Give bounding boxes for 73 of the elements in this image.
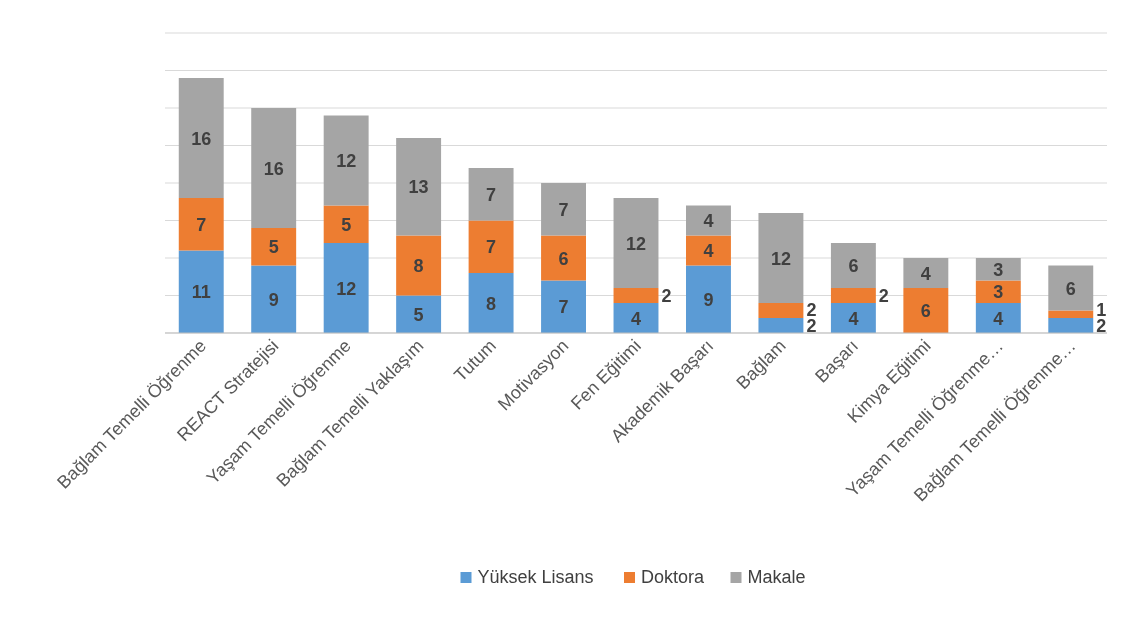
bar [323,243,369,333]
bar [396,138,442,236]
legend-label: Makale [747,567,806,587]
data-label: 7 [486,237,497,258]
data-label: 6 [558,248,569,269]
bar [251,108,297,228]
bar [323,205,369,243]
bar [758,303,804,318]
data-label: 4 [630,308,642,329]
bar [758,318,804,333]
data-label: 6 [848,256,859,276]
bar [468,168,514,221]
bar [830,243,876,288]
data-label: 6 [1065,278,1076,299]
bar [1048,318,1094,333]
data-label: 8 [486,293,497,314]
bar [468,220,514,273]
data-label: 7 [486,184,497,205]
legend-label: Doktora [641,567,706,587]
data-label: 5 [268,237,279,258]
data-label: 3 [993,259,1004,280]
data-label: 9 [703,289,714,310]
bar [613,198,659,288]
data-label: 16 [191,128,212,149]
data-label: 4 [920,263,931,284]
bar [178,250,224,333]
data-label: 2 [878,286,889,306]
data-label: 7 [196,214,207,235]
bar [613,288,659,303]
data-label: 5 [341,214,352,235]
bar [541,280,586,333]
bar [178,78,224,198]
bar [830,288,876,303]
bar [396,235,442,296]
data-label: 4 [993,308,1004,329]
data-label: 4 [848,308,859,329]
data-label: 4 [703,211,714,231]
data-label: 12 [770,248,791,269]
data-label: 9 [268,289,279,310]
bar [178,198,224,251]
data-label: 11 [191,282,211,303]
bar [686,235,731,266]
bar [468,273,514,333]
data-label: 13 [408,177,429,198]
bar [541,183,586,236]
bar [975,258,1021,281]
data-label: 6 [920,301,931,321]
data-label: 12 [336,151,357,171]
data-label: 12 [625,233,647,254]
bar [251,228,297,266]
bar [686,205,731,236]
data-label: 4 [703,241,714,261]
bar [323,115,369,206]
bar [1048,265,1094,311]
data-label: 3 [993,282,1004,303]
data-label: 8 [413,256,424,276]
data-label: 2 [661,286,672,306]
data-label: 16 [263,158,284,179]
bar [541,235,586,281]
bar [975,303,1021,333]
data-label: 5 [413,304,424,325]
bar [1048,310,1094,318]
bar [830,303,876,333]
bar [686,265,731,333]
data-label: 12 [336,278,357,299]
bar [903,288,949,333]
bar [251,265,297,333]
bar [903,258,949,288]
bar [396,295,442,333]
data-label: 7 [558,199,569,220]
data-label: 7 [558,297,569,318]
bar [758,213,804,303]
legend-label: Yüksek Lisans [477,567,594,587]
